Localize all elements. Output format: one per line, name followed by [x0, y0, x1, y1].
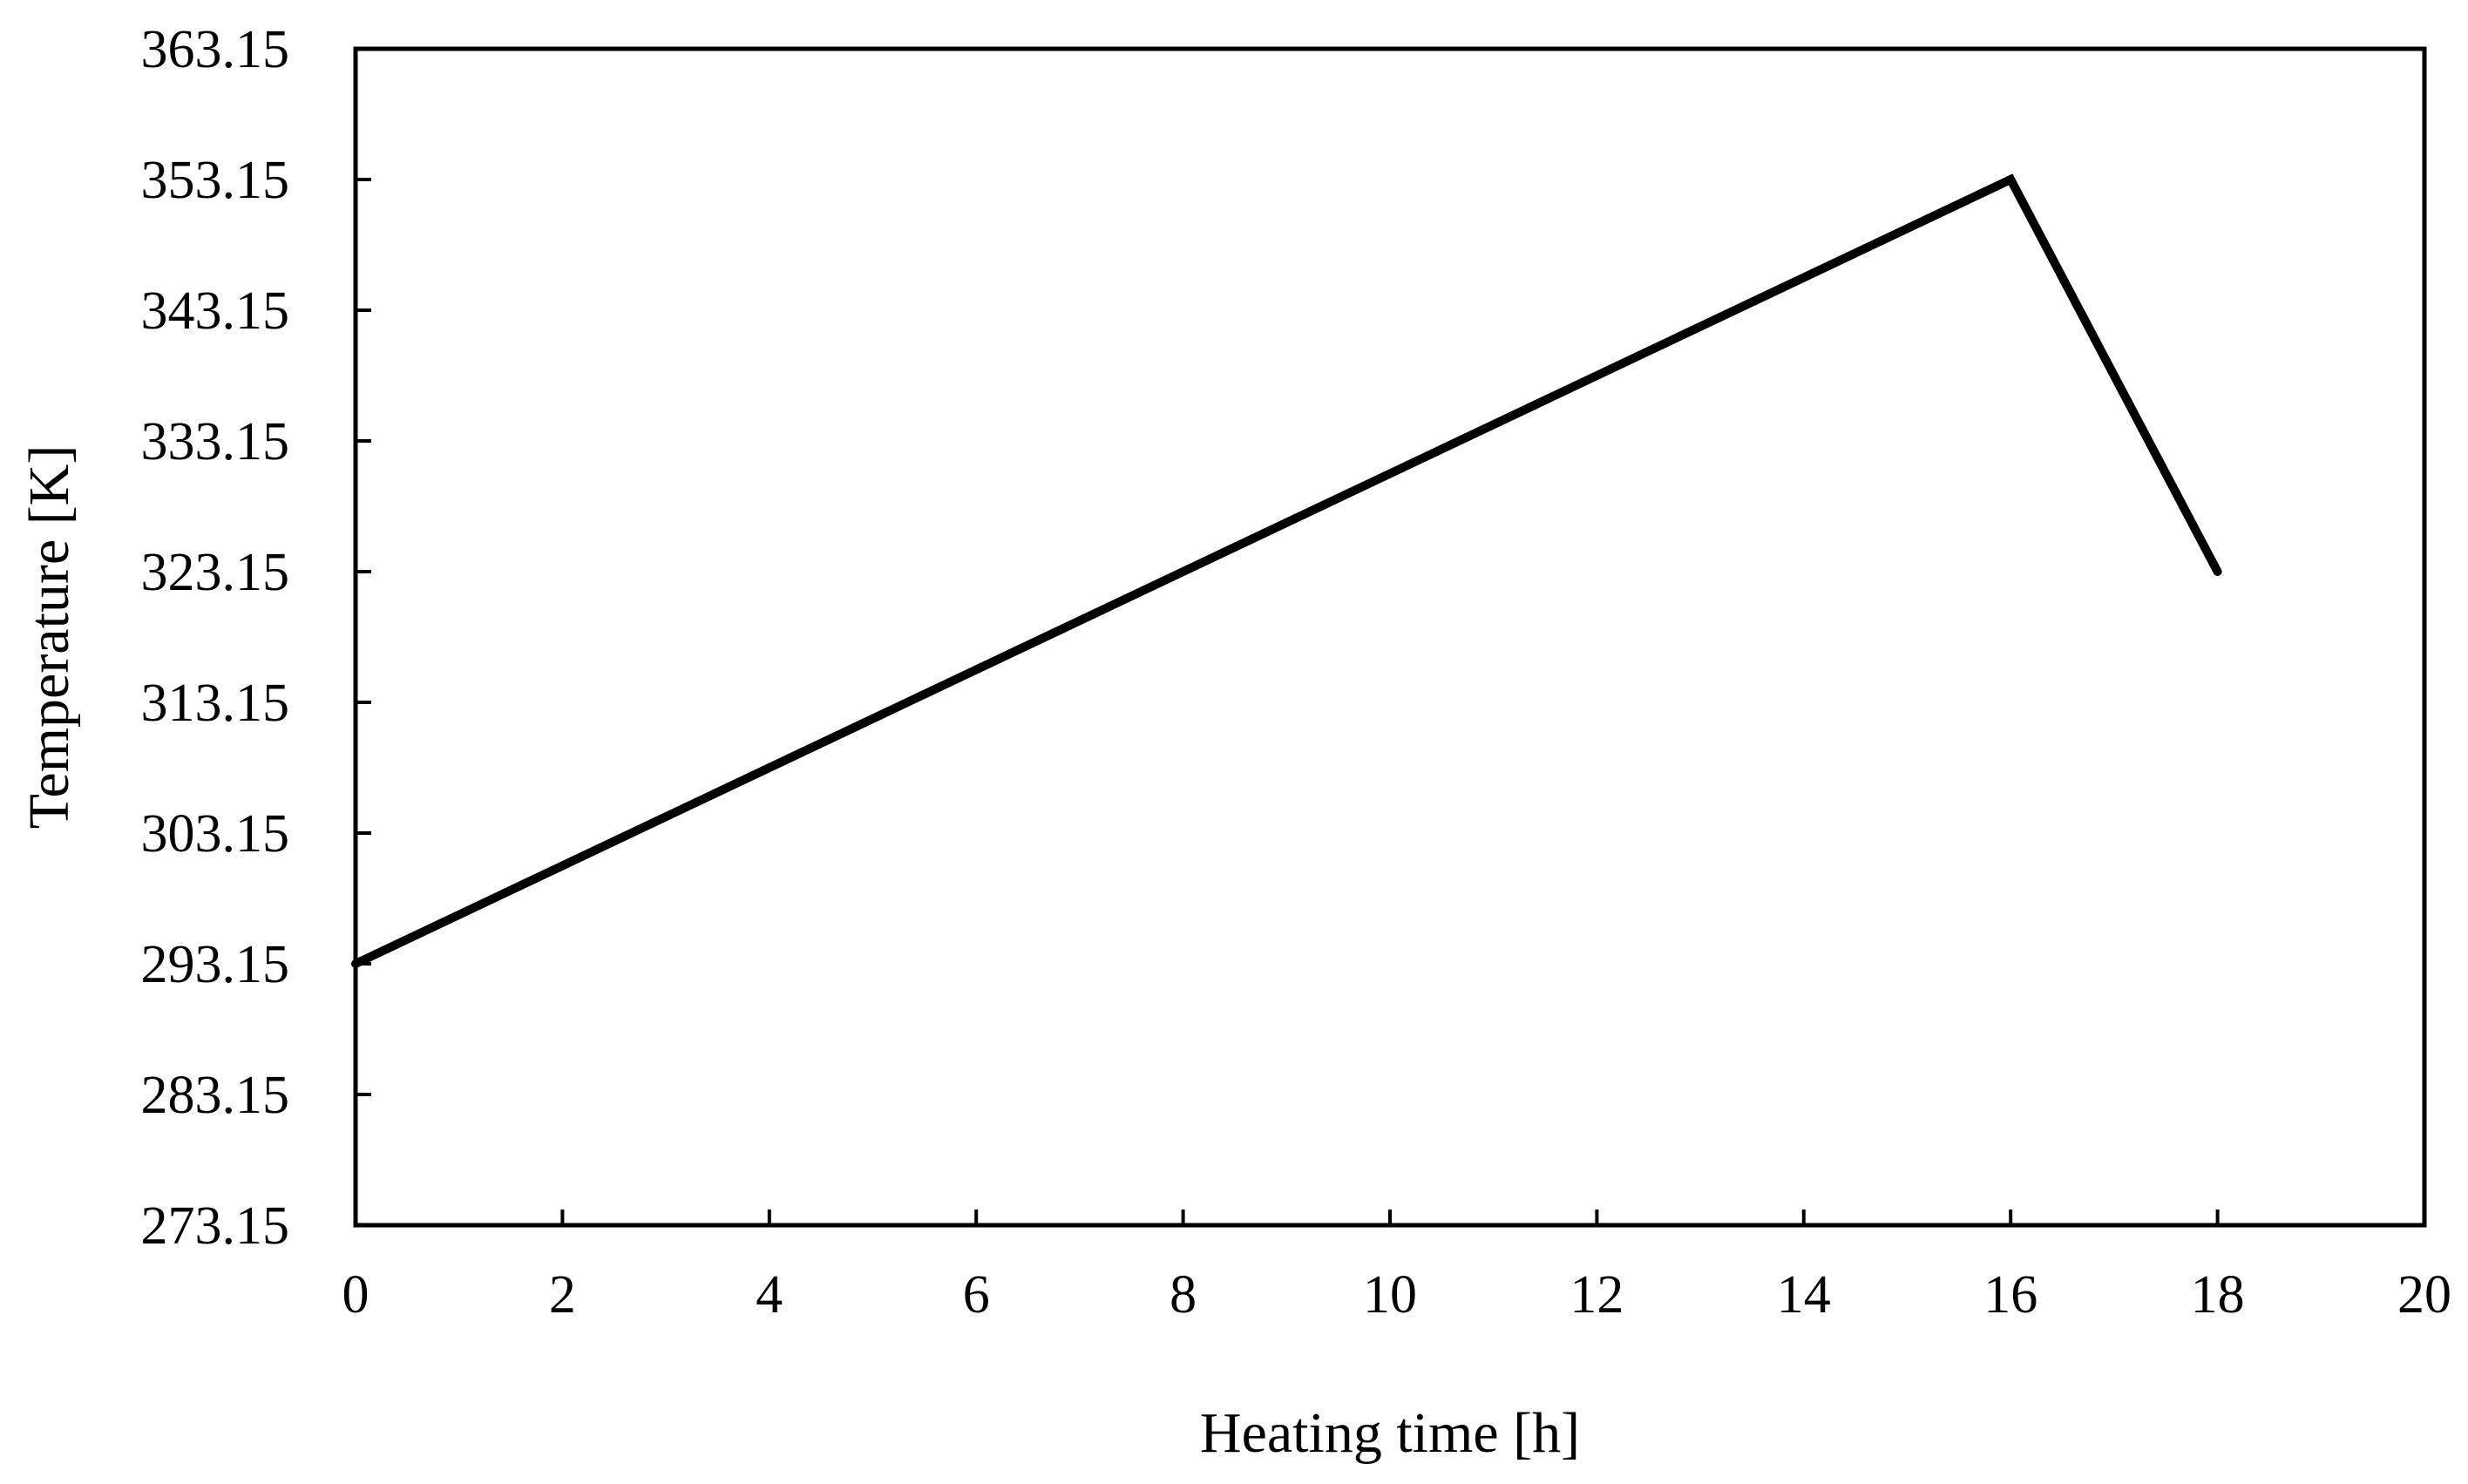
y-tick-label: 343.15: [141, 281, 290, 341]
x-tick-label: 14: [1777, 1265, 1831, 1325]
y-tick-label: 313.15: [141, 674, 290, 733]
temperature-series-line: [351, 173, 2222, 968]
y-tick-label: 293.15: [141, 935, 290, 994]
y-tick-label: 333.15: [141, 412, 290, 471]
x-tick-label: 2: [549, 1265, 576, 1325]
x-tick-label: 0: [342, 1265, 370, 1325]
y-axis-ticks: 273.15 283.15 293.15 303.15 313.15 323.15 333.…: [141, 20, 371, 1256]
y-tick-label: 303.15: [141, 804, 290, 864]
x-tick-label: 4: [756, 1265, 783, 1325]
y-tick-label: 353.15: [141, 151, 290, 210]
plot-frame: [353, 46, 2427, 1228]
y-tick-label: 283.15: [141, 1066, 290, 1125]
y-tick-label: 273.15: [141, 1196, 290, 1256]
series-layer: [351, 173, 2222, 968]
x-axis-ticks: 0 2 4 6 8 10 12 14 16 18 20: [342, 1210, 2451, 1325]
x-tick-label: 10: [1363, 1265, 1417, 1325]
y-axis-title: Temperature [K]: [17, 445, 81, 830]
x-tick-label: 8: [1170, 1265, 1197, 1325]
x-tick-label: 18: [2191, 1265, 2245, 1325]
y-tick-label: 323.15: [141, 543, 290, 602]
x-tick-label: 16: [1983, 1265, 2037, 1325]
x-tick-label: 12: [1570, 1265, 1624, 1325]
x-axis-title: Heating time [h]: [1200, 1401, 1580, 1465]
x-tick-label: 20: [2397, 1265, 2451, 1325]
y-tick-label: 363.15: [141, 20, 290, 79]
x-tick-label: 6: [963, 1265, 990, 1325]
